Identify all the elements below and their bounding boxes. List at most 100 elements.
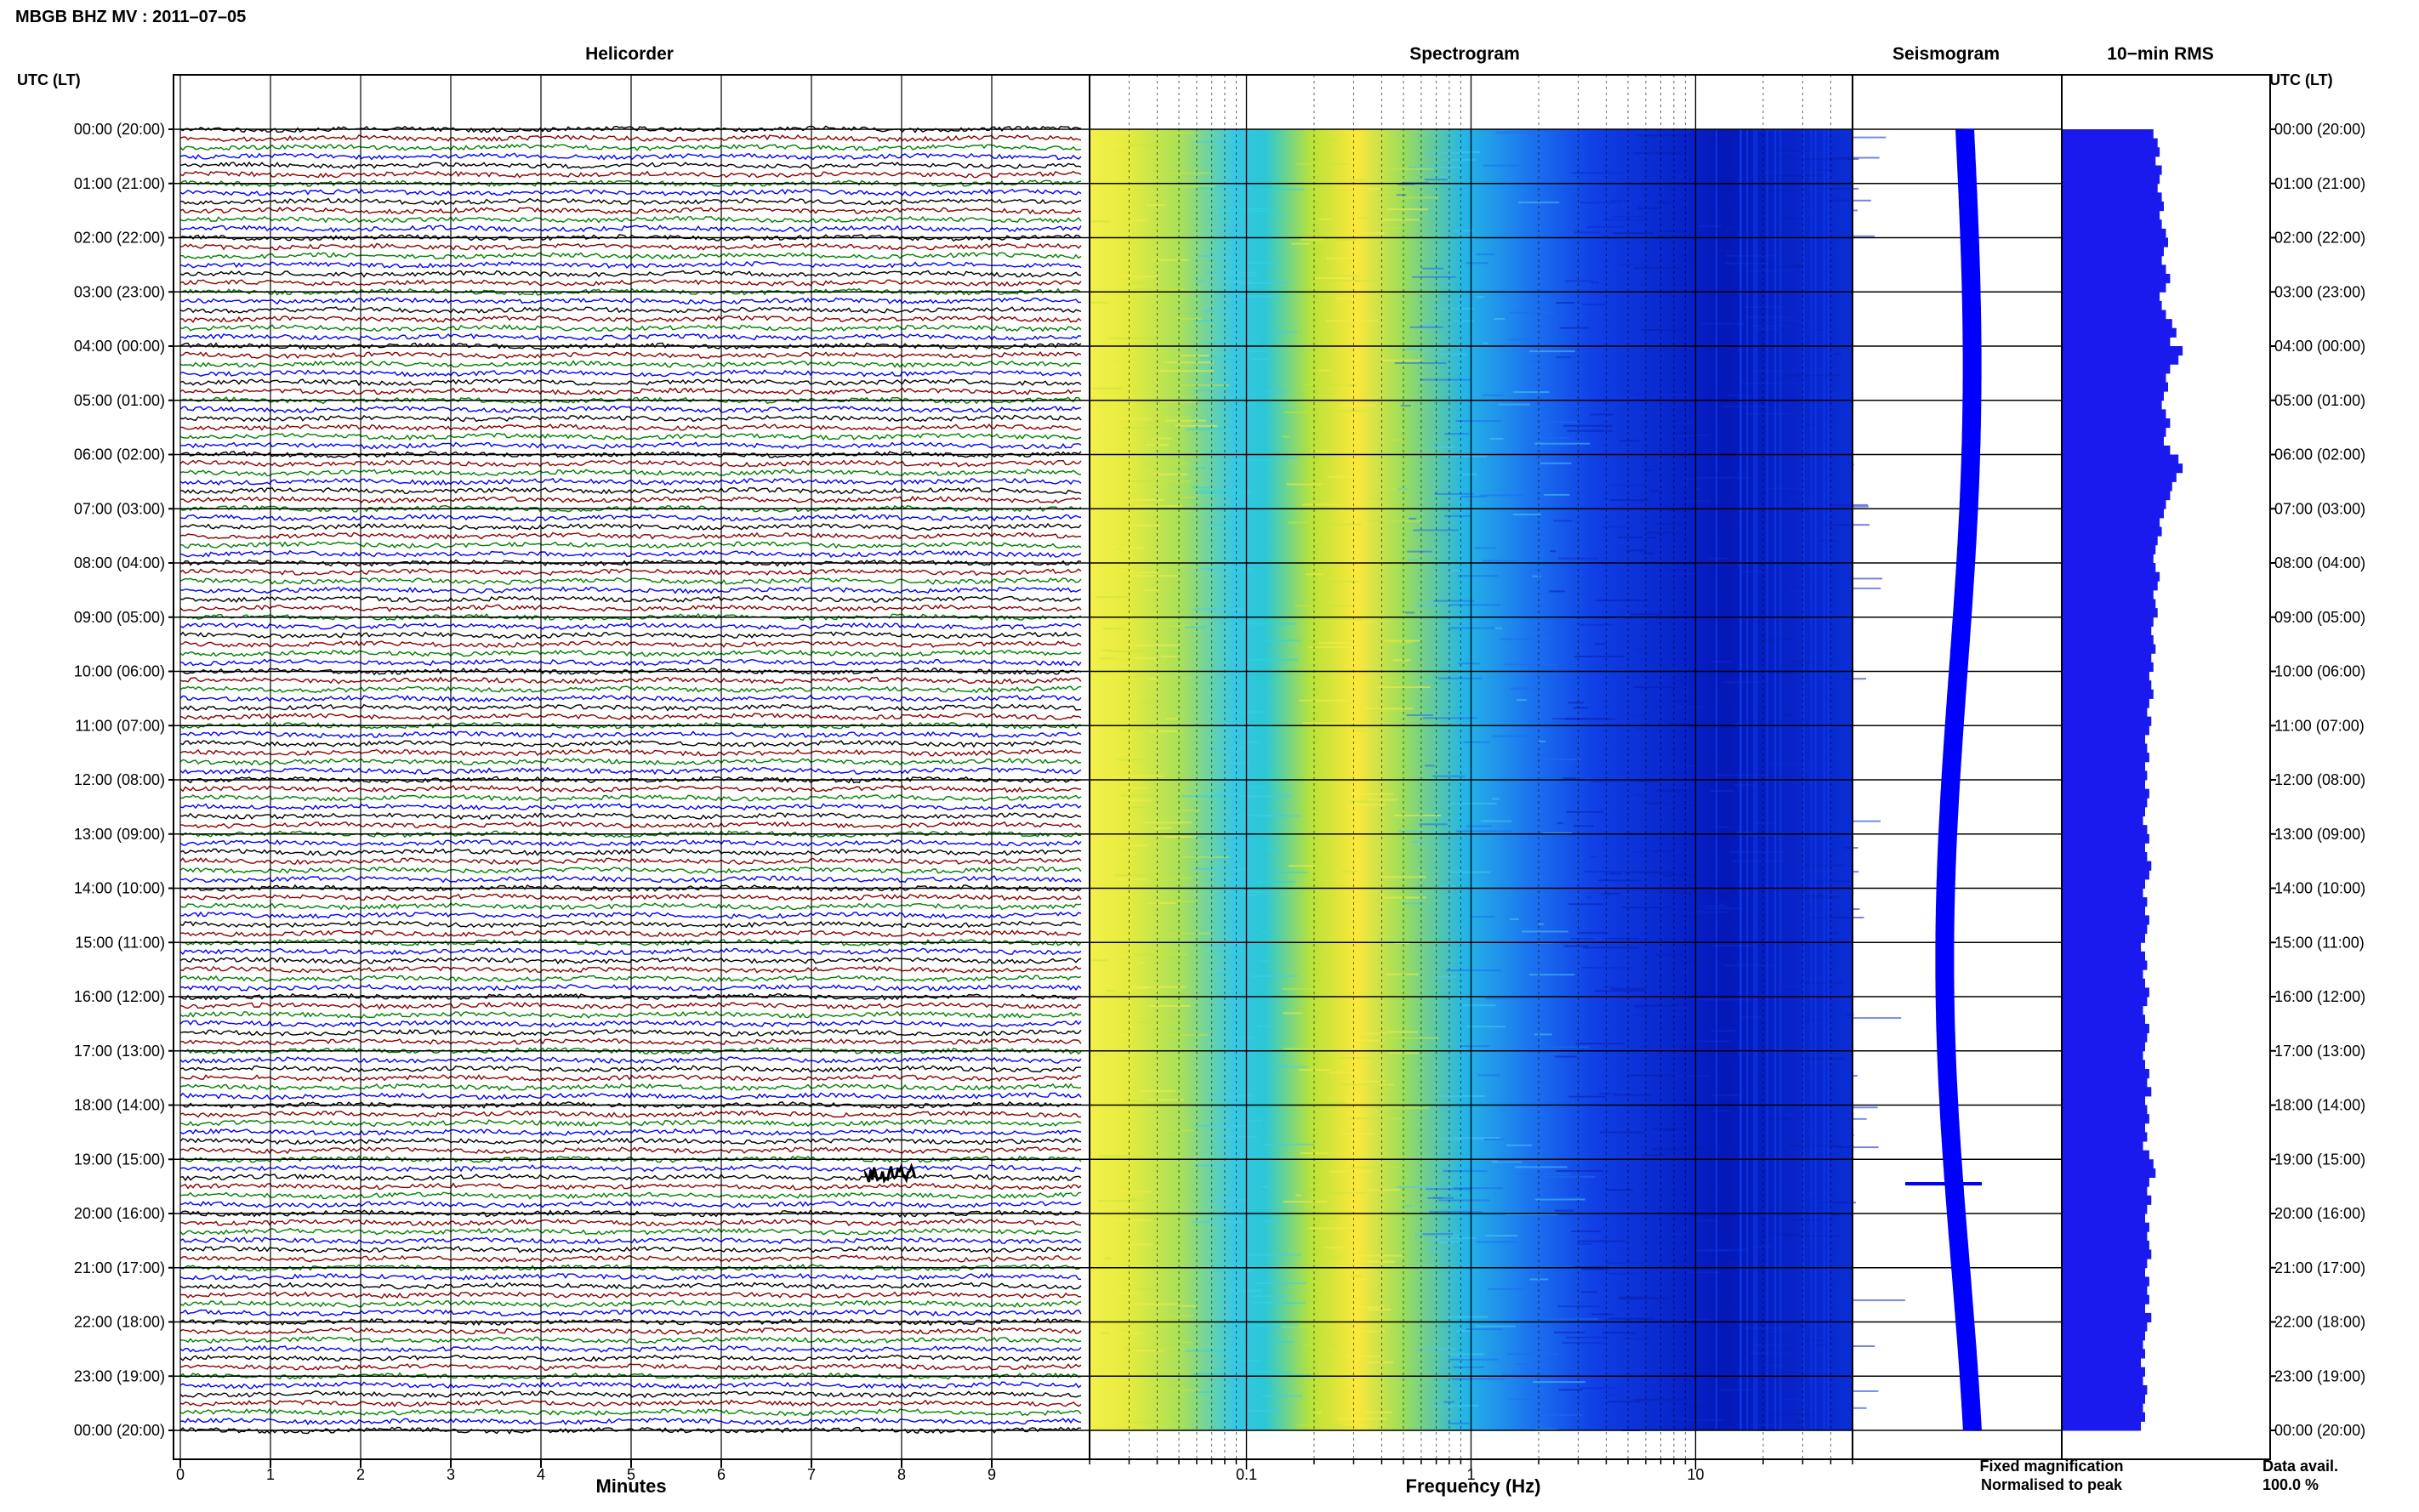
spectrogram-streak — [1711, 1094, 1739, 1097]
spectrogram-streak — [1313, 618, 1363, 621]
spectrogram-streak — [1318, 218, 1332, 220]
spectrogram-streak — [1198, 186, 1252, 189]
spectrogram-streak — [1420, 378, 1472, 381]
spectrogram-streak — [1127, 281, 1145, 284]
spectrogram-streak — [1142, 422, 1192, 424]
spectrogram-streak — [1230, 1360, 1261, 1362]
spectrogram-streak — [1634, 1004, 1679, 1007]
spectrogram-streak — [1790, 661, 1813, 663]
spectrogram-streak — [1404, 611, 1415, 614]
rms-bar — [2062, 897, 2148, 907]
rms-bar — [2062, 454, 2179, 464]
spectrogram-streak — [1755, 1288, 1767, 1291]
spectrogram-streak — [1634, 1014, 1682, 1016]
spectrogram-streak — [1757, 1327, 1800, 1329]
spectrogram-streak — [1710, 1030, 1737, 1032]
rms-bar — [2062, 472, 2177, 482]
spectrogram-streak — [1306, 779, 1361, 782]
spectrogram-streak — [1350, 1275, 1363, 1277]
spectrogram-streak — [1317, 369, 1330, 372]
spectrogram-streak — [1401, 181, 1429, 184]
spectrogram-streak — [1339, 404, 1376, 406]
spectrogram-streak — [1092, 387, 1123, 389]
rms-bar — [2062, 129, 2154, 139]
spectrogram-streak — [1505, 663, 1551, 666]
spectrogram-streak — [1571, 1230, 1601, 1232]
spectrogram-streak — [1603, 892, 1619, 895]
spectrogram-streak — [1575, 1043, 1625, 1045]
spectrogram-streak — [1323, 1247, 1346, 1249]
spectrogram-streak — [1283, 435, 1290, 438]
spectrogram-streak — [1653, 850, 1674, 853]
spectrogram-title: Spectrogram — [1409, 44, 1520, 64]
spectrogram-streak — [1699, 564, 1753, 566]
spectrogram-streak — [1608, 1272, 1637, 1275]
rms-bar — [2062, 491, 2171, 501]
spectrogram-streak — [1585, 225, 1625, 228]
spectrogram-streak — [1795, 1421, 1802, 1424]
spectrogram-streak — [1808, 1075, 1858, 1077]
rms-bar — [2062, 1331, 2145, 1341]
spectrogram-streak — [1746, 775, 1800, 777]
spectrogram-streak — [1618, 1298, 1670, 1300]
spectrogram-streak — [1236, 938, 1247, 941]
spectrogram-streak — [1557, 1305, 1600, 1308]
spectrogram-streak — [1154, 1092, 1172, 1094]
rms-bar — [2062, 1286, 2148, 1296]
rms-bar — [2062, 1367, 2145, 1377]
spectrogram-streak — [1750, 270, 1796, 272]
spectrogram-streak — [1352, 730, 1367, 732]
spectrogram-streak — [1602, 1332, 1637, 1334]
spectrogram-streak — [1398, 830, 1440, 833]
spectrogram-streak — [1803, 1133, 1833, 1134]
spectrogram-streak — [1527, 436, 1570, 439]
spectrogram-streak — [1633, 686, 1680, 689]
grid-lines — [168, 75, 2276, 1469]
spectrogram-streak — [1676, 700, 1732, 702]
spectrogram-streak — [1814, 1271, 1839, 1273]
hour-label-right: 10:00 (06:00) — [2274, 663, 2365, 680]
spectrogram-streak — [1437, 677, 1482, 679]
spectrogram-streak — [1440, 885, 1456, 888]
spectrogram-streak — [1745, 1327, 1772, 1329]
spectrogram-streak — [1263, 1220, 1283, 1222]
rms-bar — [2062, 1023, 2149, 1034]
spectrogram-streak — [1699, 765, 1716, 767]
spectrogram-streak — [1345, 384, 1357, 387]
spectrogram-streak — [1698, 998, 1752, 1001]
minutes-axis-title: Minutes — [595, 1475, 666, 1497]
spectrogram-streak — [1154, 416, 1191, 418]
spectrogram-streak — [1574, 231, 1600, 234]
spectrogram-streak — [1530, 826, 1540, 828]
spectrogram-streak — [1632, 780, 1662, 782]
spectrogram-streak — [1732, 860, 1785, 862]
spectrogram-streak — [1703, 905, 1727, 907]
rms-bar — [2062, 300, 2162, 311]
spectrogram-streak — [1382, 359, 1423, 361]
time-axis-label-right: UTC (LT) — [2269, 71, 2333, 88]
rms-bar — [2062, 924, 2148, 935]
spectrogram-streak — [1750, 325, 1789, 327]
spectrogram-streak — [1332, 275, 1360, 277]
spectrogram-streak — [1098, 1200, 1143, 1202]
spectrogram-streak — [1409, 166, 1462, 168]
rms-bar — [2062, 563, 2156, 573]
spectrogram-streak — [1520, 1367, 1532, 1370]
hour-label-left: 16:00 (12:00) — [74, 988, 165, 1005]
spectrogram-streak — [1812, 1178, 1841, 1180]
hour-label-right: 00:00 (20:00) — [2274, 1422, 2365, 1439]
spectrogram-streak — [1443, 158, 1476, 161]
spectrogram-streak — [1447, 802, 1497, 804]
spectrogram-streak — [1736, 160, 1756, 162]
spectrogram-streak — [1429, 1249, 1442, 1252]
spectrogram-streak — [1327, 1191, 1367, 1194]
rms-bar — [2062, 1358, 2142, 1368]
spectrogram-streak — [1250, 1119, 1263, 1122]
rms-bar — [2062, 1177, 2149, 1187]
spectrogram-streak — [1642, 1040, 1688, 1043]
spectrogram-streak — [1181, 856, 1230, 858]
rms-bar — [2062, 698, 2149, 708]
spectrogram-streak — [1509, 918, 1519, 920]
spectrogram-streak — [1786, 374, 1841, 377]
